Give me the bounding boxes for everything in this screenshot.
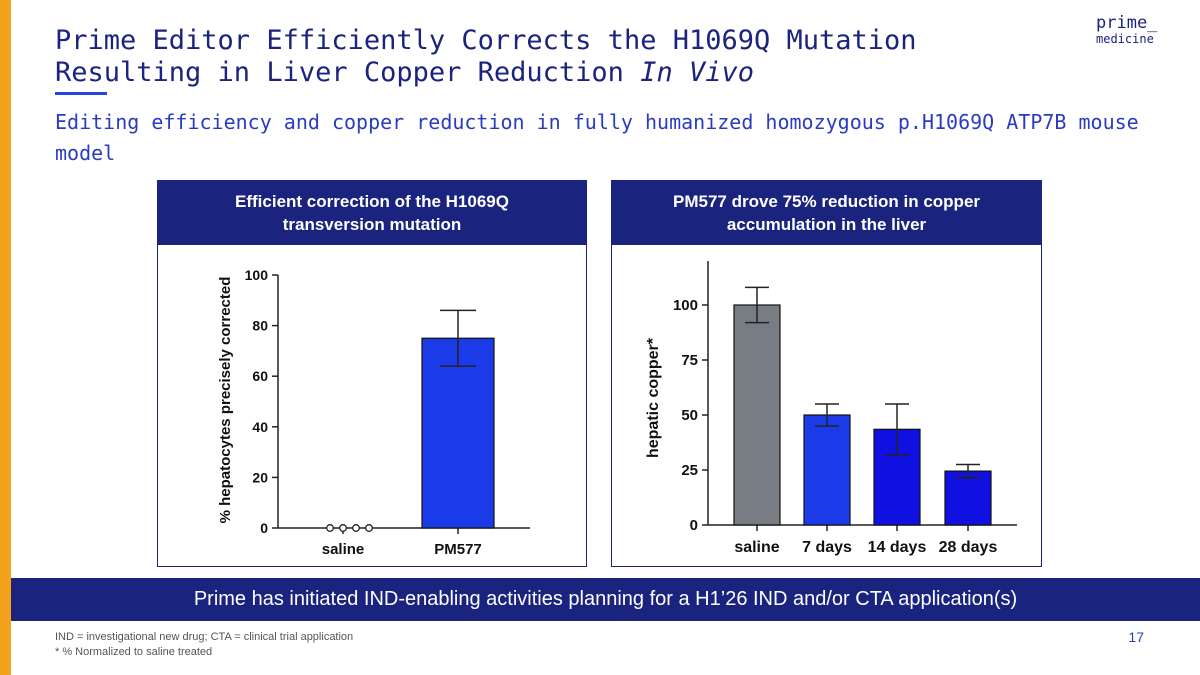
bar-7-days — [803, 414, 851, 526]
title-line-2: Resulting in Liver Copper Reduction In V… — [55, 57, 1055, 89]
y-tick-label: 80 — [252, 318, 268, 334]
y-tick-label: 50 — [681, 407, 698, 424]
x-tick-label: saline — [322, 541, 365, 558]
y-tick-label: 100 — [245, 267, 269, 283]
x-tick-label: 7 days — [802, 539, 852, 556]
x-tick-label: 14 days — [868, 539, 927, 556]
correction-chart: 0 20 40 60 80 100 % hepatocytes precisely corr… — [217, 267, 530, 558]
x-tick-label: PM577 — [434, 541, 482, 558]
ind-banner: Prime has initiated IND-enabling activit… — [11, 578, 1200, 621]
saline-data-point — [352, 524, 360, 532]
page-number: 17 — [1128, 629, 1144, 645]
bar-saline — [733, 304, 781, 526]
logo-line-1: prime_ — [1096, 13, 1158, 33]
y-axis-label: % hepatocytes precisely corrected — [217, 277, 234, 524]
copper-panel-header: PM577 drove 75% reduction in copper accu… — [612, 181, 1041, 245]
correction-panel-header: Efficient correction of the H1069Q trans… — [158, 181, 586, 245]
slide-subtitle: Editing efficiency and copper reduction … — [55, 110, 1139, 165]
title-line-2-text: Resulting in Liver Copper Reduction — [55, 57, 641, 88]
saline-data-point — [339, 524, 347, 532]
footnote-normalized: * % Normalized to saline treated — [55, 646, 213, 658]
saline-data-point — [326, 524, 334, 532]
y-tick-label: 100 — [673, 297, 698, 314]
y-tick-label: 0 — [260, 520, 268, 536]
y-axis-label: hepatic copper* — [645, 337, 662, 458]
prime-medicine-logo: prime_ medicine — [1096, 14, 1157, 46]
footnote-abbreviations: IND = investigational new drug; CTA = cl… — [55, 631, 354, 643]
y-tick-label: 75 — [681, 352, 698, 369]
title-line-2-italic: In Vivo — [640, 57, 754, 88]
correction-panel: Efficient correction of the H1069Q trans… — [157, 180, 587, 567]
y-tick-label: 0 — [690, 517, 698, 534]
left-accent-bar — [0, 0, 11, 675]
title-line-1: Prime Editor Efficiently Corrects the H1… — [55, 25, 917, 56]
y-tick-label: 20 — [252, 469, 268, 485]
y-tick-label: 60 — [252, 368, 268, 384]
copper-panel: PM577 drove 75% reduction in copper accu… — [611, 180, 1042, 567]
slide-title: Prime Editor Efficiently Corrects the H1… — [55, 25, 1055, 89]
bar-28-days — [944, 470, 992, 526]
y-tick-label: 40 — [252, 419, 268, 435]
x-tick-label: saline — [734, 539, 779, 556]
y-tick-label: 25 — [681, 462, 698, 479]
x-tick-label: 28 days — [939, 539, 998, 556]
logo-line-2: medicine — [1096, 32, 1154, 46]
copper-chart: 0 25 50 75 100 hepatic copper* saline 7 days 14 … — [645, 261, 1017, 556]
saline-data-point — [365, 524, 373, 532]
title-underline — [55, 92, 107, 95]
